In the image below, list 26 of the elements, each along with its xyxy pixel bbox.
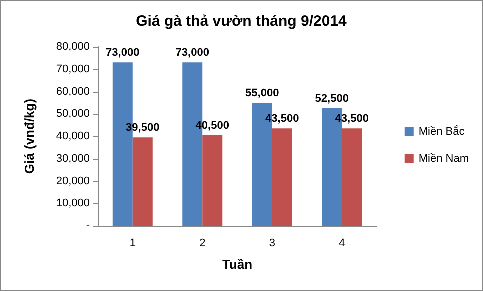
y-tick-label: 60,000	[56, 86, 90, 98]
y-tick-label: 40,000	[56, 130, 90, 142]
data-label: 73,000	[106, 47, 140, 60]
bar	[132, 138, 153, 226]
data-label: 55,000	[246, 87, 280, 100]
x-tick-label: 4	[339, 238, 346, 250]
data-label: 73,000	[176, 47, 210, 60]
y-tick-label: 30,000	[56, 152, 90, 165]
y-tick-label: 10,000	[56, 198, 90, 210]
y-tick-label: 70,000	[56, 63, 90, 76]
legend-label: Miền Bắc	[418, 125, 466, 138]
chart-title: Giá gà thả vườn tháng 9/2014	[136, 13, 348, 30]
y-tick-label: 50,000	[56, 108, 90, 120]
y-tick-label: -	[86, 220, 90, 232]
y-tick-label: 80,000	[56, 41, 90, 53]
data-label: 52,500	[315, 93, 349, 106]
x-tick-label: 2	[200, 238, 206, 250]
y-tick-label: 20,000	[56, 175, 90, 188]
x-tick-label: 3	[269, 238, 276, 250]
x-axis-title: Tuần	[222, 257, 253, 272]
bar	[272, 128, 292, 226]
legend-label: Miền Nam	[418, 153, 469, 165]
bar	[342, 128, 362, 226]
bar	[202, 135, 223, 226]
x-tick-label: 1	[130, 238, 136, 250]
y-axis-title: Giá (vnđ/kg)	[22, 98, 37, 174]
